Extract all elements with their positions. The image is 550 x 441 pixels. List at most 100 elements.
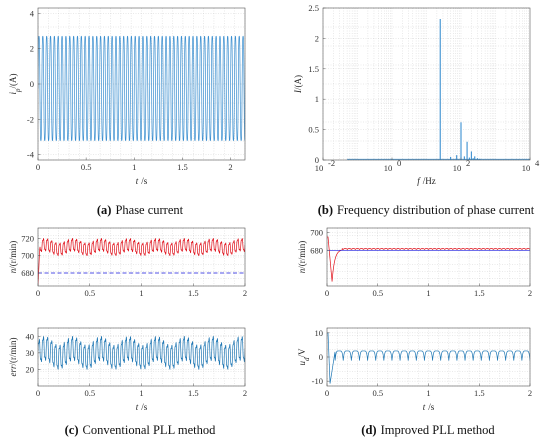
x-tick-label: 1.5 [188, 288, 199, 298]
y-axis-label: err/(r/min) [8, 338, 18, 377]
caption-d1: (d) Improved PLL method [361, 423, 495, 437]
y-tick-label: 0 [315, 155, 319, 165]
x-tick-label: 0 [325, 388, 329, 398]
data-c1 [38, 238, 245, 286]
x-tick-label: 0.5 [372, 388, 383, 398]
caption-text: Phase current [115, 203, 183, 217]
data-c2 [38, 335, 245, 370]
x-axis-label-main: t [136, 402, 139, 412]
x-axis-label-unit: /s [428, 402, 435, 412]
y-tick-label: 40 [26, 331, 35, 341]
y-axis-label-unit: /(r/min) [8, 241, 18, 269]
y-tick-label: 2 [315, 33, 319, 43]
caption-letter: (b) [318, 203, 333, 217]
x-axis-label-main: t [423, 402, 426, 412]
caption-b: (b) Frequency distribution of phase curre… [318, 203, 535, 217]
y-tick-label: 2 [30, 44, 34, 54]
panel-b: 10 -2 10 0 10 2 10 400.511.522.5I/(A)f/Hz(b) Fre… [293, 3, 540, 217]
y-tick-label: 1 [315, 94, 319, 104]
x-tick-label: 0.5 [84, 288, 95, 298]
series-line-a-0 [38, 35, 245, 142]
y-axis-label-main: n [8, 268, 18, 273]
x-tick-exponent: 4 [535, 158, 540, 168]
x-tick-label: 10 [522, 163, 531, 173]
y-axis-label-main: err [8, 365, 18, 376]
y-axis-label: n/(r/min) [297, 241, 307, 274]
y-tick-label: 700 [310, 227, 323, 237]
y-tick-label: 0.5 [308, 125, 319, 135]
caption-a: (a) Phase current [97, 203, 184, 217]
y-tick-label: 0 [30, 79, 34, 89]
y-axis-label-unit: /(r/min) [8, 338, 18, 366]
caption-text: Frequency distribution of phase current [337, 203, 535, 217]
panel-c2: 0 0.5 1 1.5 2 40 30 20 err/(r/min) t/s [8, 327, 247, 412]
y-tick-label: 4 [30, 8, 35, 18]
x-tick-label: 2 [228, 162, 232, 172]
y-tick-label: 20 [26, 364, 35, 374]
x-tick-label: 2 [528, 388, 532, 398]
y-axis-label-main: i [8, 92, 18, 95]
y-tick-label: 0 [319, 352, 323, 362]
x-tick-label: 1.5 [474, 288, 485, 298]
x-tick-label: 1.5 [188, 388, 199, 398]
x-tick-exponent: 0 [397, 158, 401, 168]
caption-text: Conventional PLL method [83, 423, 217, 437]
data-d1 [327, 236, 530, 282]
y-axis-label-unit: /(r/min) [297, 241, 307, 269]
x-axis-label: f/Hz [417, 176, 436, 186]
x-tick-label: 2 [528, 288, 532, 298]
x-tick-label: 0 [325, 288, 329, 298]
y-axis-label-main: n [297, 268, 307, 273]
x-axis-label: t/s [136, 402, 148, 412]
series-line-d2-0 [327, 332, 530, 384]
x-tick-exponent: -2 [328, 158, 335, 168]
y-tick-label: 2.5 [308, 3, 319, 13]
x-axis-label-main: t [136, 176, 139, 186]
x-tick-label: 1.5 [474, 388, 485, 398]
x-tick-label: 0 [36, 288, 40, 298]
y-axis-label: ip/(A) [8, 73, 22, 94]
x-axis-label: t/s [423, 402, 435, 412]
x-tick-label: 1 [426, 288, 430, 298]
x-tick-label: 0.5 [84, 388, 95, 398]
y-axis-label-sub: d [303, 357, 311, 361]
x-tick-label: 0.5 [81, 162, 92, 172]
y-axis-label-main: u [297, 361, 307, 366]
x-tick-label: 2 [243, 388, 247, 398]
y-axis-label-unit: /V [297, 348, 307, 358]
x-tick-label: 10 [453, 163, 462, 173]
y-tick-label: 1.5 [308, 64, 319, 74]
axes-frame [322, 7, 531, 161]
y-axis-label-sub: p [14, 88, 22, 93]
caption-letter: (d) [361, 423, 376, 437]
y-tick-label: -4 [27, 150, 35, 160]
caption-text: Improved PLL method [381, 423, 496, 437]
y-axis-label: ud/V [297, 348, 311, 366]
data-b [347, 18, 530, 160]
y-axis-label-main: I [293, 89, 303, 94]
y-tick-label: 680 [310, 245, 323, 255]
series-line-c2-0 [38, 335, 245, 370]
x-tick-label: 0 [36, 388, 40, 398]
y-tick-label: 10 [315, 328, 324, 338]
y-tick-label: 680 [21, 268, 34, 278]
x-tick-label: 10 [315, 163, 324, 173]
y-tick-label: 30 [26, 348, 35, 358]
x-tick-label: 1 [426, 388, 430, 398]
x-tick-label: 10 [384, 163, 393, 173]
caption-c1: (c) Conventional PLL method [65, 423, 216, 437]
x-tick-label: 1 [132, 162, 136, 172]
y-tick-label: -10 [312, 376, 323, 386]
x-axis-label-main: f [417, 176, 421, 186]
x-tick-label: 1 [139, 288, 143, 298]
x-tick-label: 0.5 [372, 288, 383, 298]
x-tick-label: 1.5 [177, 162, 188, 172]
x-axis-label-unit: /s [141, 402, 148, 412]
x-axis-label-unit: /Hz [423, 176, 436, 186]
x-tick-exponent: 2 [466, 158, 470, 168]
data-a [38, 35, 245, 142]
data-d2 [327, 332, 530, 384]
